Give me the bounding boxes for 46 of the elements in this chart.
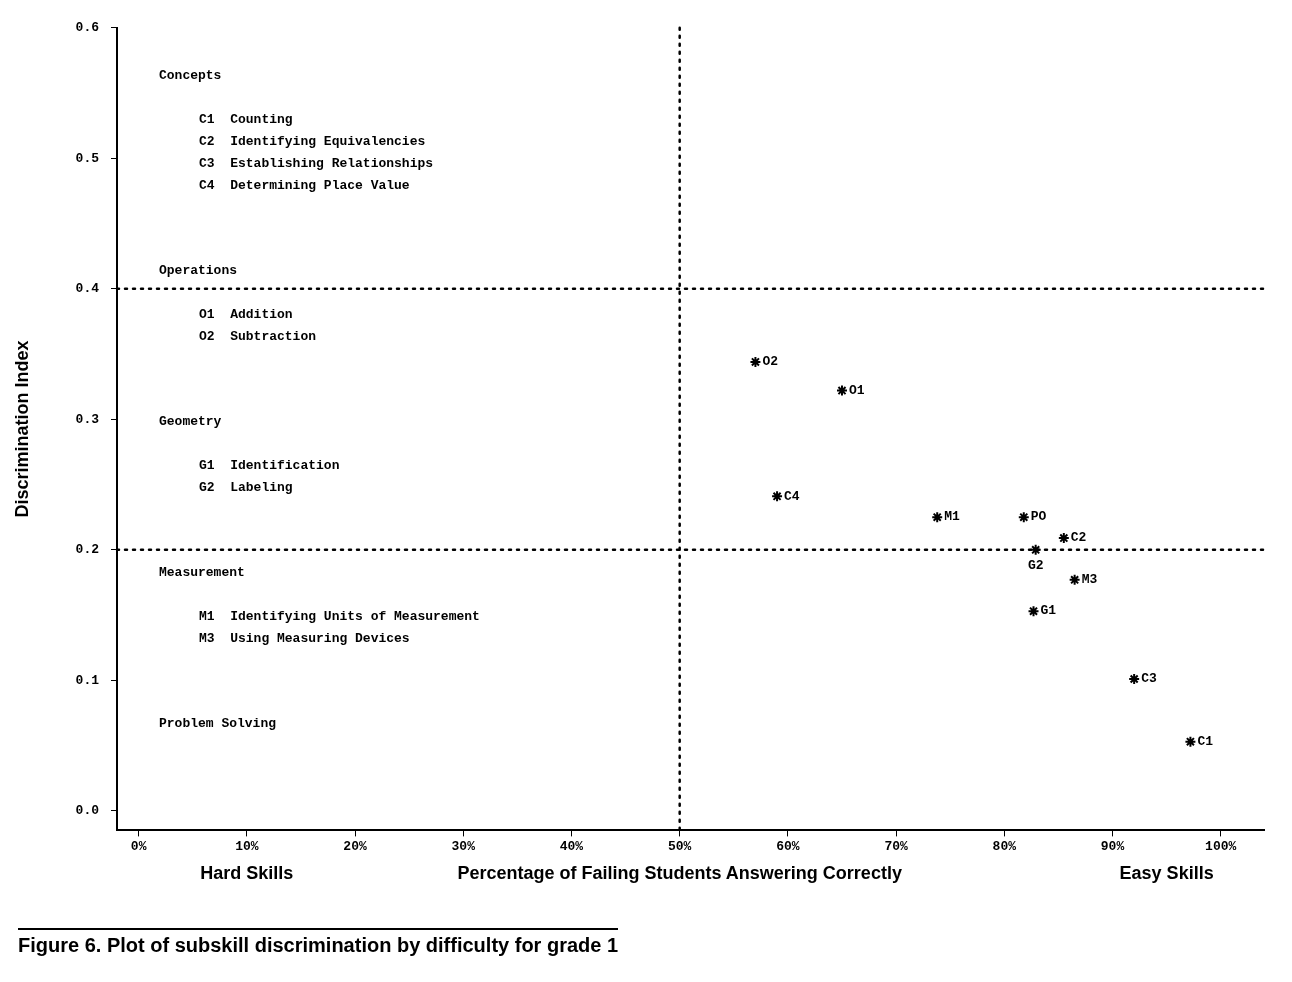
x-tick-label: 100% <box>1205 839 1237 855</box>
point <box>931 511 944 524</box>
text: Concepts C1 Counting C2 Identifying Equivalencies C3 Establishing Relationships C4 Determining Place Value <box>159 68 434 194</box>
x-tick-label: 20% <box>343 839 367 855</box>
x-tick-label: 90% <box>1100 839 1125 855</box>
point <box>1027 605 1040 618</box>
y-tick-label: 0.6 <box>75 20 100 36</box>
x-axis-title: Percentage of Failing Students Answering Correctly <box>457 862 902 883</box>
x-tick-label: 0% <box>130 839 147 855</box>
series-label: M1 <box>944 509 961 525</box>
series-label: PO <box>1030 509 1047 525</box>
series-label: G1 <box>1040 603 1057 619</box>
x-tick-label: 30% <box>451 839 476 855</box>
series-label: G2 <box>1027 558 1044 574</box>
x-tick-label: 40% <box>559 839 584 855</box>
series-label: C2 <box>1070 530 1087 546</box>
y-tick-label: 0.4 <box>75 281 100 297</box>
y-tick-label: 0.5 <box>75 150 100 166</box>
y-axis-title: Discrimination Index <box>11 340 32 518</box>
x-tick-label: 60% <box>776 839 800 855</box>
series-label: O2 <box>762 354 779 370</box>
x-tick-label: 10% <box>235 839 259 855</box>
x-tick-label: 50% <box>667 839 692 855</box>
y-tick-label: 0.2 <box>75 542 100 558</box>
text: Measurement M1 Identifying Units of Measurement M3 Using Measuring Devices <box>159 565 480 647</box>
point <box>771 490 784 503</box>
y-tick-label: 0.1 <box>75 672 100 688</box>
point <box>1068 573 1081 586</box>
text: Figure 6. Plot of subskill discrimination by difficulty for grade 1 <box>18 928 619 957</box>
x-tick-label: 80% <box>992 839 1017 855</box>
point <box>1017 511 1030 524</box>
series-label: C1 <box>1197 733 1214 749</box>
series-label: O1 <box>848 382 865 398</box>
series-label: C4 <box>784 488 800 504</box>
point <box>1029 543 1042 556</box>
annotation: Problem Solving <box>159 716 277 732</box>
series-label: C3 <box>1141 671 1157 687</box>
point <box>1184 735 1197 748</box>
text: Easy Skills <box>1119 862 1214 883</box>
y-tick-label: 0.0 <box>75 803 100 819</box>
y-tick-label: 0.3 <box>75 411 100 427</box>
text: Operations O1 Addition O2 Subtraction <box>159 263 317 345</box>
series-label: M3 <box>1081 572 1098 588</box>
text: Geometry G1 Identification G2 Labeling <box>159 414 340 496</box>
x-tick-label: 70% <box>884 839 908 855</box>
text: Hard Skills <box>200 862 294 883</box>
